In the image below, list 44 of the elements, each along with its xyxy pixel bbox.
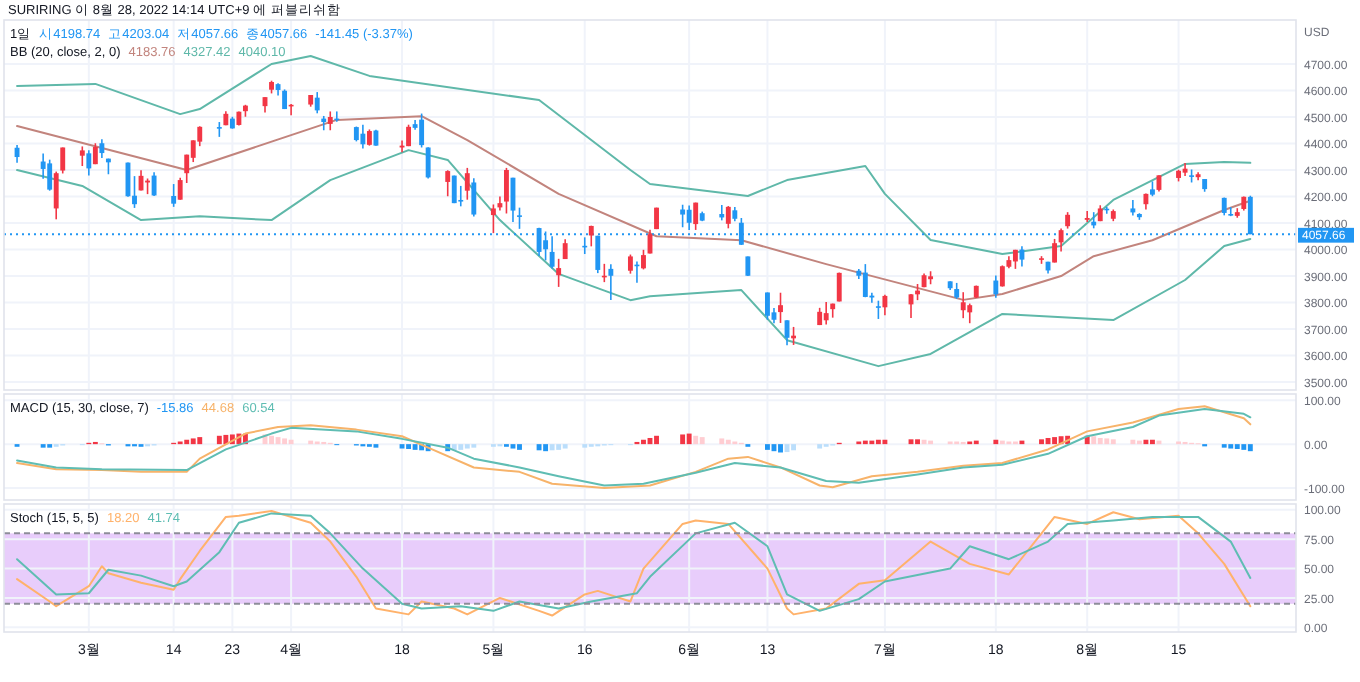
candlestick: [1084, 210, 1090, 223]
candlestick: [556, 258, 562, 288]
candlestick: [86, 149, 92, 177]
candlestick: [445, 169, 451, 198]
candlestick: [875, 299, 881, 320]
candlestick: [1228, 206, 1234, 217]
candlestick: [177, 176, 183, 201]
candlestick: [1019, 245, 1025, 268]
candlestick: [627, 253, 633, 275]
candlestick: [882, 294, 888, 317]
candlestick: [151, 171, 157, 197]
candlestick: [725, 205, 731, 230]
line-series: [16, 55, 1252, 256]
candlestick: [99, 138, 105, 159]
candlestick: [490, 203, 496, 234]
candlestick: [960, 291, 966, 319]
candlestick: [999, 264, 1005, 288]
candlestick: [693, 201, 699, 231]
candlestick: [425, 146, 431, 180]
candlestick: [419, 112, 425, 149]
candlestick: [680, 203, 686, 229]
candlestick: [471, 177, 477, 218]
candlestick: [504, 167, 509, 215]
candlestick: [778, 291, 783, 324]
candlestick: [53, 170, 59, 221]
candlestick: [327, 110, 333, 132]
candlestick: [79, 145, 85, 167]
candlestick: [641, 248, 646, 271]
candlestick: [171, 183, 177, 208]
candlestick: [993, 274, 999, 299]
candlestick: [1130, 199, 1136, 217]
candlestick: [314, 91, 320, 115]
candlestick: [608, 263, 614, 301]
candlestick: [60, 146, 66, 175]
candlestick: [464, 167, 470, 201]
candlestick: [517, 206, 522, 230]
candlestick: [823, 301, 829, 326]
candlestick: [765, 291, 770, 321]
candlestick: [47, 158, 53, 192]
candlestick: [862, 263, 868, 299]
line-series: [16, 149, 1252, 368]
candlestick: [360, 123, 366, 150]
candlestick: [132, 175, 137, 209]
line-series: [16, 115, 1252, 301]
